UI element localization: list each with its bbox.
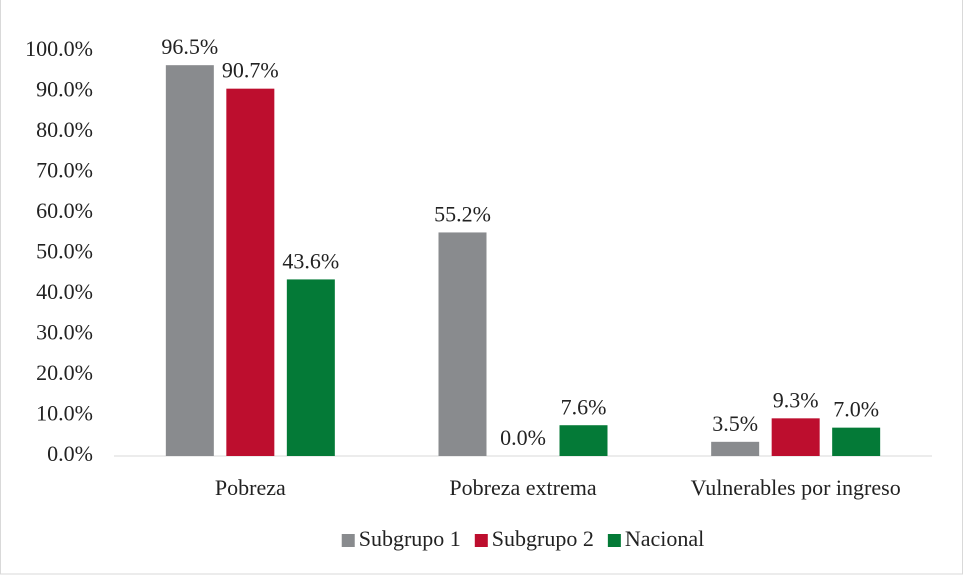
bar [226, 88, 275, 456]
value-label: 3.5% [712, 411, 758, 436]
bar [559, 425, 608, 456]
y-tick-label: 10.0% [36, 401, 93, 426]
value-label: 0.0% [500, 425, 546, 450]
value-label: 43.6% [282, 248, 339, 273]
legend-swatch [341, 534, 355, 547]
bar [832, 427, 881, 456]
bar [165, 65, 214, 457]
y-tick-label: 100.0% [25, 36, 93, 61]
value-label: 9.3% [773, 387, 819, 412]
bar [771, 418, 820, 456]
y-tick-label: 90.0% [36, 77, 93, 102]
y-tick-label: 40.0% [36, 279, 93, 304]
value-label: 7.6% [561, 394, 607, 419]
y-tick-label: 20.0% [36, 360, 93, 385]
value-label: 90.7% [222, 58, 279, 83]
value-label: 7.0% [833, 397, 879, 422]
y-tick-label: 0.0% [47, 441, 93, 466]
y-tick-label: 30.0% [36, 320, 93, 345]
y-tick-label: 50.0% [36, 239, 93, 264]
x-tick-label: Vulnerables por ingreso [691, 475, 901, 500]
value-label: 55.2% [434, 201, 491, 226]
legend-label: Subgrupo 2 [492, 526, 594, 551]
bar [286, 279, 335, 456]
bar [438, 232, 487, 456]
legend-label: Subgrupo 1 [359, 526, 461, 551]
y-tick-label: 70.0% [36, 158, 93, 183]
x-tick-label: Pobreza extrema [449, 475, 596, 500]
legend-swatch [607, 534, 621, 547]
legend-swatch [474, 534, 488, 547]
legend-label: Nacional [625, 526, 704, 551]
x-tick-label: Pobreza [215, 475, 286, 500]
y-tick-label: 80.0% [36, 117, 93, 142]
bar [711, 441, 760, 456]
y-tick-label: 60.0% [36, 198, 93, 223]
value-label: 96.5% [161, 34, 218, 59]
